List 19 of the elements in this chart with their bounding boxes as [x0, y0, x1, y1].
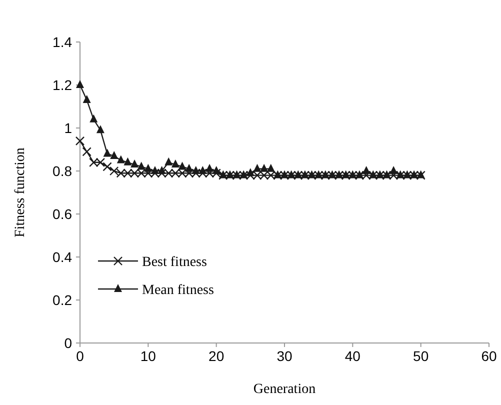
y-tick-label: 0.6 [52, 206, 72, 222]
y-axis-title: Fitness function [13, 148, 28, 238]
legend-label: Mean fitness [142, 283, 214, 298]
x-tick-label: 60 [481, 348, 497, 364]
legend-label: Best fitness [142, 255, 207, 270]
x-tick-label: 10 [140, 348, 156, 364]
x-axis-title: Generation [253, 382, 316, 397]
y-tick-label: 1.4 [52, 34, 72, 50]
y-tick-label: 0.4 [52, 249, 72, 265]
x-tick-label: 40 [344, 348, 361, 364]
y-tick-label: 0.8 [52, 163, 72, 179]
x-tick-label: 20 [208, 348, 224, 364]
y-tick-label: 0.2 [52, 292, 72, 308]
y-tick-label: 0 [64, 335, 72, 351]
x-tick-label: 50 [413, 348, 429, 364]
y-tick-label: 1.2 [52, 77, 72, 93]
x-tick-label: 30 [276, 348, 292, 364]
x-tick-label: 0 [76, 348, 84, 364]
y-tick-label: 1 [64, 120, 72, 136]
